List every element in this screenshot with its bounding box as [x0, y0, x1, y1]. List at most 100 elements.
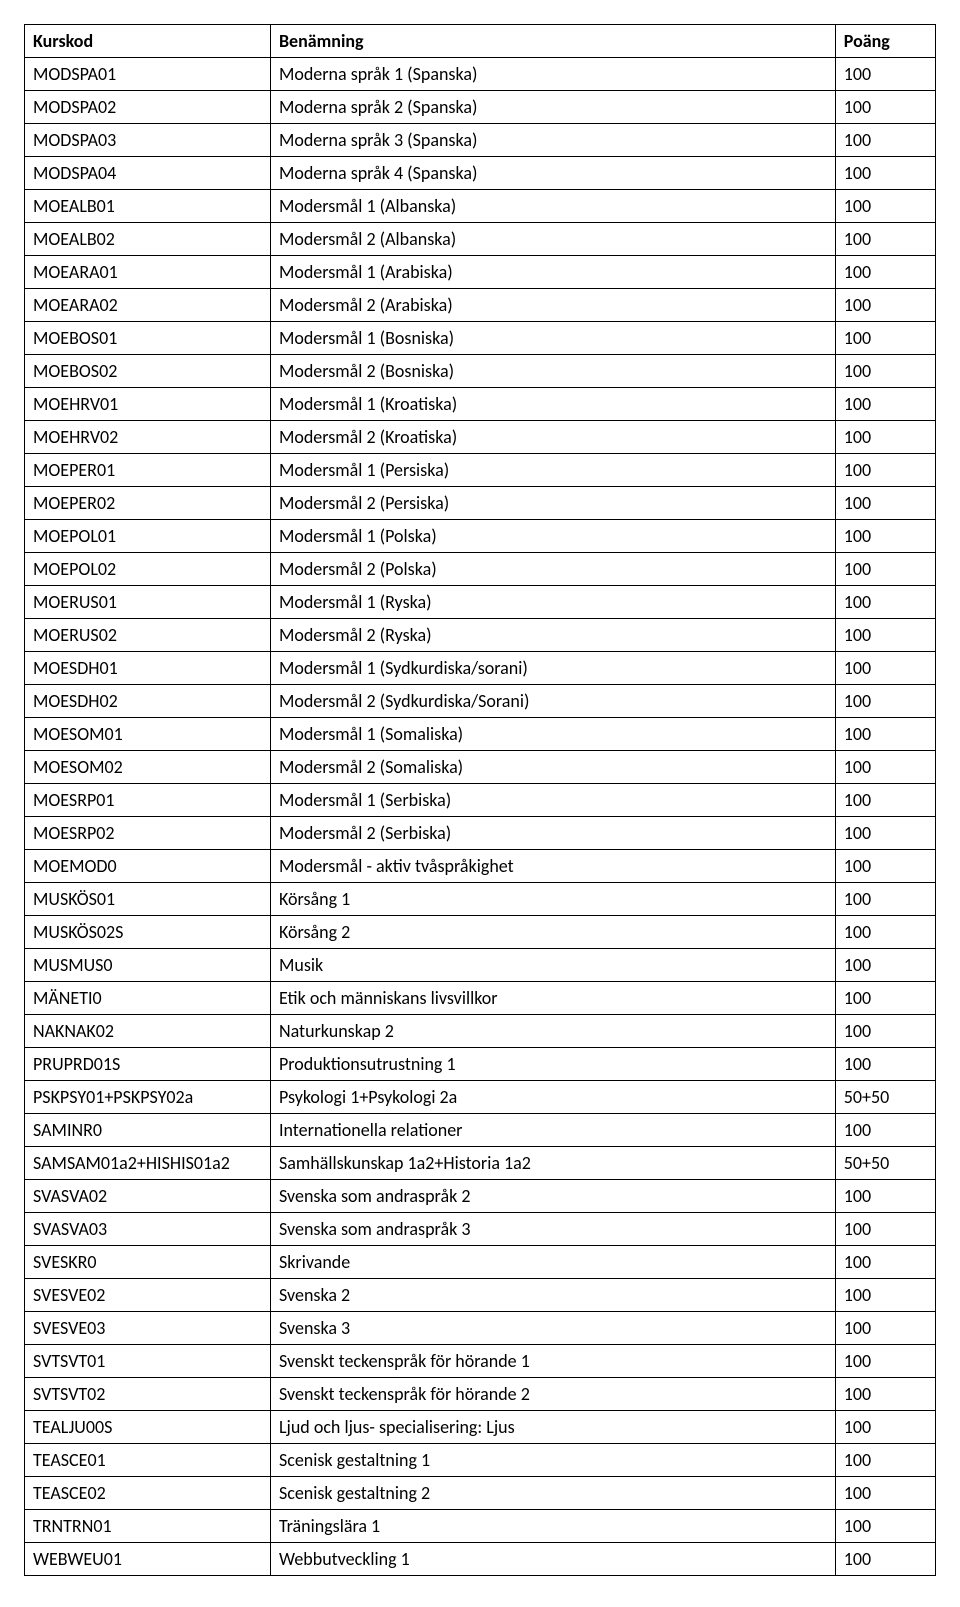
cell-poang: 100	[835, 1312, 935, 1345]
cell-benamning: Modersmål 1 (Polska)	[270, 520, 835, 553]
cell-benamning: Scenisk gestaltning 2	[270, 1477, 835, 1510]
table-row: MUSKÖS02SKörsång 2100	[25, 916, 936, 949]
cell-kurskod: SVTSVT01	[25, 1345, 271, 1378]
cell-poang: 100	[835, 1279, 935, 1312]
cell-kurskod: MOERUS01	[25, 586, 271, 619]
table-row: MUSKÖS01Körsång 1100	[25, 883, 936, 916]
cell-kurskod: MOESRP01	[25, 784, 271, 817]
table-row: TEALJU00SLjud och ljus- specialisering: …	[25, 1411, 936, 1444]
cell-kurskod: MOESOM01	[25, 718, 271, 751]
cell-kurskod: PRUPRD01S	[25, 1048, 271, 1081]
cell-poang: 100	[835, 685, 935, 718]
cell-kurskod: MOESDH02	[25, 685, 271, 718]
cell-poang: 50+50	[835, 1081, 935, 1114]
cell-poang: 100	[835, 388, 935, 421]
table-row: MOEALB02Modersmål 2 (Albanska)100	[25, 223, 936, 256]
cell-kurskod: TEASCE02	[25, 1477, 271, 1510]
table-row: MOEBOS02Modersmål 2 (Bosniska)100	[25, 355, 936, 388]
table-row: SVESVE02Svenska 2100	[25, 1279, 936, 1312]
cell-kurskod: MOEPER01	[25, 454, 271, 487]
table-row: TEASCE01Scenisk gestaltning 1100	[25, 1444, 936, 1477]
cell-kurskod: MODSPA01	[25, 58, 271, 91]
cell-poang: 100	[835, 355, 935, 388]
cell-kurskod: MOEHRV02	[25, 421, 271, 454]
table-row: MOEARA02Modersmål 2 (Arabiska)100	[25, 289, 936, 322]
table-row: SVESKR0Skrivande100	[25, 1246, 936, 1279]
cell-kurskod: MUSMUS0	[25, 949, 271, 982]
table-row: MODSPA04Moderna språk 4 (Spanska)100	[25, 157, 936, 190]
cell-poang: 100	[835, 190, 935, 223]
cell-poang: 100	[835, 157, 935, 190]
cell-poang: 100	[835, 982, 935, 1015]
cell-benamning: Modersmål 1 (Bosniska)	[270, 322, 835, 355]
cell-benamning: Etik och människans livsvillkor	[270, 982, 835, 1015]
cell-benamning: Modersmål 1 (Sydkurdiska/sorani)	[270, 652, 835, 685]
cell-benamning: Produktionsutrustning 1	[270, 1048, 835, 1081]
table-row: MOESDH02Modersmål 2 (Sydkurdiska/Sorani)…	[25, 685, 936, 718]
cell-poang: 100	[835, 58, 935, 91]
cell-poang: 100	[835, 1510, 935, 1543]
cell-kurskod: MODSPA04	[25, 157, 271, 190]
cell-poang: 100	[835, 1378, 935, 1411]
cell-benamning: Modersmål 2 (Serbiska)	[270, 817, 835, 850]
table-row: MOEHRV01Modersmål 1 (Kroatiska)100	[25, 388, 936, 421]
cell-kurskod: TEALJU00S	[25, 1411, 271, 1444]
cell-benamning: Träningslära 1	[270, 1510, 835, 1543]
cell-kurskod: SVASVA03	[25, 1213, 271, 1246]
table-row: MODSPA02Moderna språk 2 (Spanska)100	[25, 91, 936, 124]
table-row: PRUPRD01SProduktionsutrustning 1100	[25, 1048, 936, 1081]
table-row: SVASVA02Svenska som andraspråk 2100	[25, 1180, 936, 1213]
cell-kurskod: SVTSVT02	[25, 1378, 271, 1411]
cell-kurskod: MOESOM02	[25, 751, 271, 784]
cell-poang: 100	[835, 520, 935, 553]
table-row: MOESRP02Modersmål 2 (Serbiska)100	[25, 817, 936, 850]
cell-benamning: Modersmål 2 (Polska)	[270, 553, 835, 586]
cell-benamning: Musik	[270, 949, 835, 982]
table-row: SVTSVT02Svenskt teckenspråk för hörande …	[25, 1378, 936, 1411]
cell-benamning: Modersmål 2 (Persiska)	[270, 487, 835, 520]
cell-poang: 100	[835, 1543, 935, 1576]
cell-benamning: Moderna språk 3 (Spanska)	[270, 124, 835, 157]
table-row: TRNTRN01Träningslära 1100	[25, 1510, 936, 1543]
cell-benamning: Modersmål 2 (Sydkurdiska/Sorani)	[270, 685, 835, 718]
cell-poang: 100	[835, 652, 935, 685]
table-row: MOESOM01Modersmål 1 (Somaliska)100	[25, 718, 936, 751]
cell-benamning: Svenska som andraspråk 3	[270, 1213, 835, 1246]
table-row: MODSPA01Moderna språk 1 (Spanska)100	[25, 58, 936, 91]
cell-kurskod: MOEPER02	[25, 487, 271, 520]
cell-kurskod: MOERUS02	[25, 619, 271, 652]
cell-poang: 100	[835, 322, 935, 355]
table-row: MOERUS01Modersmål 1 (Ryska)100	[25, 586, 936, 619]
cell-poang: 100	[835, 421, 935, 454]
cell-poang: 100	[835, 1345, 935, 1378]
cell-kurskod: MODSPA03	[25, 124, 271, 157]
cell-benamning: Modersmål 1 (Albanska)	[270, 190, 835, 223]
cell-benamning: Svenskt teckenspråk för hörande 2	[270, 1378, 835, 1411]
cell-kurskod: MUSKÖS01	[25, 883, 271, 916]
cell-poang: 100	[835, 1411, 935, 1444]
cell-kurskod: SVESKR0	[25, 1246, 271, 1279]
cell-poang: 50+50	[835, 1147, 935, 1180]
table-row: MOEPOL02Modersmål 2 (Polska)100	[25, 553, 936, 586]
table-row: MOESRP01Modersmål 1 (Serbiska)100	[25, 784, 936, 817]
cell-benamning: Modersmål 1 (Arabiska)	[270, 256, 835, 289]
cell-benamning: Samhällskunskap 1a2+Historia 1a2	[270, 1147, 835, 1180]
table-row: SAMINR0Internationella relationer100	[25, 1114, 936, 1147]
table-row: PSKPSY01+PSKPSY02aPsykologi 1+Psykologi …	[25, 1081, 936, 1114]
cell-poang: 100	[835, 1180, 935, 1213]
cell-kurskod: MOEBOS02	[25, 355, 271, 388]
table-row: NAKNAK02Naturkunskap 2100	[25, 1015, 936, 1048]
cell-kurskod: MOESRP02	[25, 817, 271, 850]
cell-poang: 100	[835, 1048, 935, 1081]
cell-kurskod: SVASVA02	[25, 1180, 271, 1213]
cell-benamning: Körsång 2	[270, 916, 835, 949]
cell-kurskod: PSKPSY01+PSKPSY02a	[25, 1081, 271, 1114]
cell-benamning: Moderna språk 4 (Spanska)	[270, 157, 835, 190]
cell-kurskod: NAKNAK02	[25, 1015, 271, 1048]
table-row: MODSPA03Moderna språk 3 (Spanska)100	[25, 124, 936, 157]
cell-poang: 100	[835, 91, 935, 124]
cell-poang: 100	[835, 1246, 935, 1279]
table-row: MOEMOD0Modersmål - aktiv tvåspråkighet10…	[25, 850, 936, 883]
table-row: MOEHRV02Modersmål 2 (Kroatiska)100	[25, 421, 936, 454]
cell-benamning: Svenskt teckenspråk för hörande 1	[270, 1345, 835, 1378]
